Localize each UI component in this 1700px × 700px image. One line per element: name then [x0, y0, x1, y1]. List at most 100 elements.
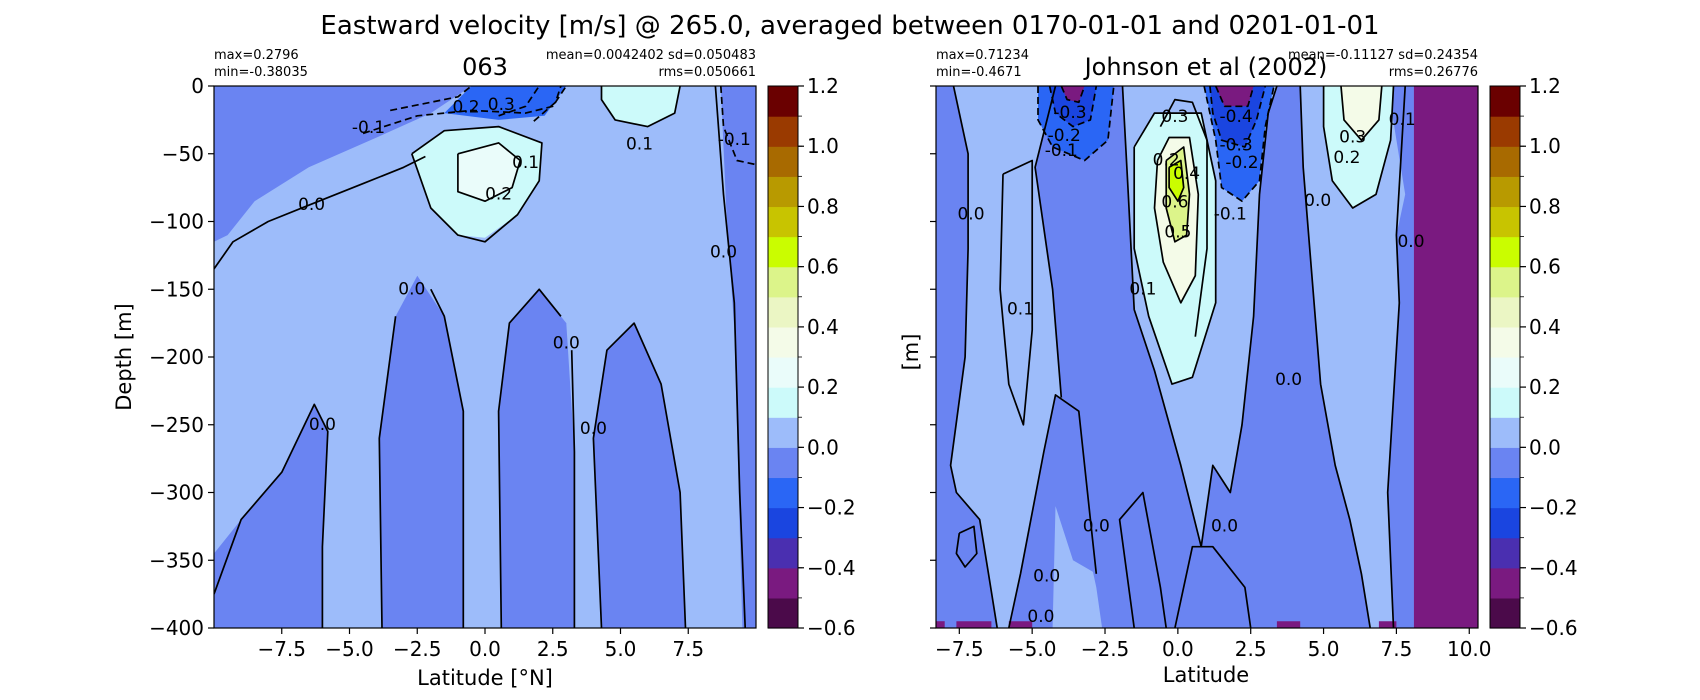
contour-label: 0.1: [1007, 300, 1034, 320]
x-tick-label: −5.0: [325, 637, 374, 661]
y-tick-label: −50: [162, 142, 204, 166]
colorbar-tick-label: 0.2: [1529, 375, 1561, 399]
panel-2-plot-area: -0.3-0.2-0.10.3 -0.4-0.3-0.20.20.40.60.5-…: [936, 86, 1478, 628]
contour-line: [1007, 394, 1098, 628]
y-tick-label: −200: [149, 345, 204, 369]
colorbar-cell: [1490, 447, 1520, 479]
contour-label: -0.1: [1045, 141, 1078, 161]
x-tick-label: 5.0: [1308, 637, 1340, 661]
contour-line: [1299, 86, 1372, 628]
colorbar-tick-label: 0.4: [807, 315, 839, 339]
colorbar-cell: [768, 296, 798, 328]
contour-label: 0.0: [580, 419, 607, 439]
colorbar-2: 1.2 1.0 0.8 0.6 0.4 0.2 0.0 −0.2 −0.4 −0.6: [1489, 74, 1578, 640]
colorbar-cell: [1490, 206, 1520, 238]
y-tick-label: −100: [149, 210, 204, 234]
panel-1-y-axis: 0 −50 −100 −150 −200 −250 −300 −350 −400: [149, 74, 214, 640]
colorbar-2-ticks: 1.2 1.0 0.8 0.6 0.4 0.2 0.0 −0.2 −0.4 −0.6: [1520, 74, 1578, 640]
colorbar-cell: [1490, 116, 1520, 147]
colorbar-tick-label: 0.8: [807, 194, 839, 218]
y-tick-label: −150: [149, 277, 204, 301]
colorbar-cell: [1490, 236, 1520, 268]
filled-contour-region: [379, 275, 464, 628]
filled-contour-region: [936, 86, 998, 628]
panel-2-contour-lines: [949, 86, 1407, 628]
contour-line: [1165, 146, 1191, 243]
x-tick-label: −5.0: [1008, 637, 1057, 661]
colorbar-cell: [768, 417, 798, 448]
contour-line: [949, 86, 999, 628]
figure-suptitle: Eastward velocity [m/s] @ 265.0, average…: [320, 11, 1379, 41]
filled-contour-region: [1035, 86, 1371, 628]
contour-label: 0.3: [1339, 128, 1366, 148]
colorbar-tick-label: 1.0: [807, 134, 839, 158]
contour-label: 0.0: [398, 279, 425, 299]
x-tick-label: 7.5: [1381, 637, 1413, 661]
filled-contour-region: [1276, 621, 1301, 628]
panel-1-stat-rms: rms=0.050661: [659, 65, 756, 80]
filled-contour-region: [457, 142, 521, 202]
contour-line: [1153, 136, 1200, 304]
panel-2-ylabel: [m]: [899, 334, 923, 371]
y-tick-label: −300: [149, 481, 204, 505]
colorbar-cell: [768, 176, 798, 208]
y-tick-label: −350: [149, 548, 204, 572]
contour-label: -0.2: [1225, 153, 1258, 173]
filled-contour-region: [1215, 86, 1254, 107]
colorbar-tick-label: −0.4: [807, 556, 856, 580]
contour-label: 0.0: [1397, 232, 1424, 252]
colorbar-tick-label: 1.0: [1529, 134, 1561, 158]
x-tick-label: 2.5: [537, 637, 569, 661]
x-tick-label: 7.5: [672, 637, 704, 661]
contour-label: -0.2: [1048, 126, 1081, 146]
contour-line: [600, 86, 681, 128]
filled-contour-region: [214, 86, 472, 242]
contour-line: [1214, 86, 1255, 108]
colorbar-tick-label: 0.2: [807, 375, 839, 399]
contour-label: 0.0: [1275, 370, 1302, 390]
contour-label: 0.0: [553, 333, 580, 353]
colorbar-cell: [768, 597, 798, 629]
panel-1-plot-area: 0.2 0.3-0.10.10.10.2-0.10.00.00.00.00.0 0.…: [214, 86, 756, 628]
contour-line: [955, 525, 978, 568]
contour-label: 0.2: [485, 184, 512, 204]
x-tick-label: 0.0: [1162, 637, 1194, 661]
contour-line: [498, 86, 540, 117]
colorbar-tick-label: −0.4: [1529, 556, 1578, 580]
colorbar-tick-label: 0.0: [1529, 435, 1561, 459]
filled-contour-region: [601, 86, 681, 127]
x-tick-label: −7.5: [257, 637, 306, 661]
contour-line: [533, 86, 562, 122]
filled-contour-region: [1008, 621, 1033, 628]
panel-1-stat-mean-sd: mean=0.0042402 sd=0.050483: [546, 48, 756, 63]
colorbar-cell: [768, 447, 798, 479]
filled-contour-region: [1387, 86, 1414, 628]
colorbar-cell: [1490, 477, 1520, 509]
colorbar-cell: [1490, 296, 1520, 328]
contour-label: 0.1: [512, 153, 539, 173]
contour-line: [1174, 545, 1252, 628]
colorbar-cell: [1490, 387, 1520, 418]
colorbar-cell: [768, 146, 798, 177]
colorbar-tick-label: 0.0: [807, 435, 839, 459]
filled-contour-region: [720, 86, 756, 628]
contour-line: [1118, 491, 1168, 628]
panel-1-ylabel: Depth [m]: [112, 303, 136, 410]
panel-2-y-axis: [930, 85, 936, 629]
contour-label: 0.0: [957, 205, 984, 225]
colorbar-cell: [1490, 597, 1520, 629]
panel-1-stat-min: min=-0.38035: [214, 65, 308, 80]
colorbar-cell: [1490, 146, 1520, 177]
filled-contour-region: [1341, 86, 1382, 141]
contour-line: [719, 86, 756, 166]
colorbar-cell: [768, 507, 798, 539]
colorbar-cell: [768, 477, 798, 509]
contour-label: -0.1: [718, 130, 751, 150]
panel-1-xlabel: Latitude [°N]: [417, 666, 553, 690]
colorbar-tick-label: 0.6: [807, 255, 839, 279]
contour-label: -0.3: [1053, 103, 1086, 123]
contour-label: 0.0: [1211, 516, 1238, 536]
colorbar-1-cells: [768, 86, 798, 629]
panel-1-contour-labels: 0.2 0.3-0.10.10.10.2-0.10.00.00.00.00.0 0.…: [298, 95, 751, 439]
contour-label: 0.6: [1161, 193, 1188, 213]
